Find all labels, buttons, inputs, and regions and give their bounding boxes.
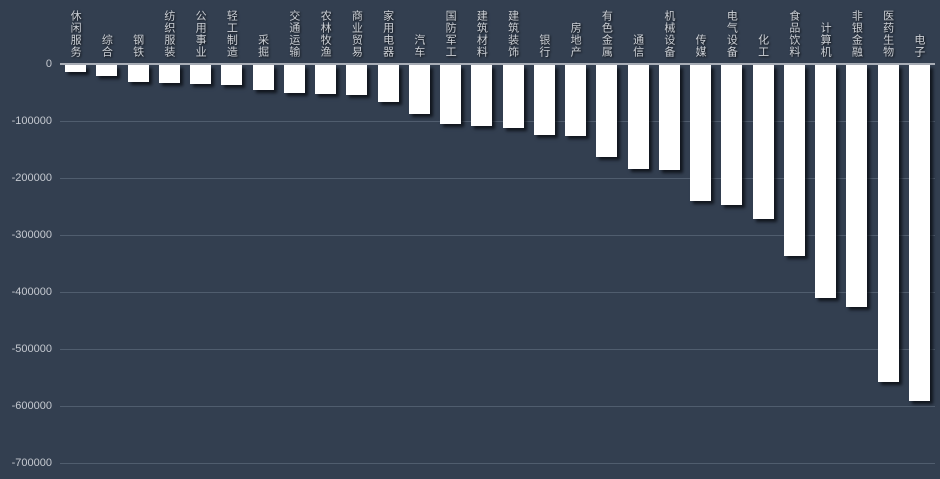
bar <box>721 65 743 205</box>
bar <box>877 65 899 382</box>
category-label: 房地产 <box>569 22 582 58</box>
bar <box>221 65 243 85</box>
zero-axis-line <box>60 63 935 65</box>
y-tick-label: 0 <box>45 58 52 70</box>
bar <box>596 65 618 158</box>
category-label: 家用电器 <box>381 10 394 58</box>
category-label: 食品饮料 <box>787 10 800 58</box>
category-label: 有色金属 <box>600 10 613 58</box>
category-label: 建筑材料 <box>475 10 488 58</box>
category-label: 商业贸易 <box>350 10 363 58</box>
bar <box>190 65 212 84</box>
category-label: 钢铁 <box>131 34 144 58</box>
gridline <box>60 292 935 293</box>
bar <box>815 65 837 298</box>
category-label: 纺织服装 <box>162 10 175 58</box>
y-tick-label: -400000 <box>11 286 52 298</box>
bar <box>346 65 368 96</box>
bar <box>846 65 868 307</box>
bar <box>408 65 430 114</box>
bar <box>908 65 930 401</box>
category-label: 银行 <box>537 34 550 58</box>
bar <box>502 65 524 128</box>
category-label: 非银金融 <box>850 10 863 58</box>
bar <box>783 65 805 256</box>
category-label: 机械设备 <box>662 10 675 58</box>
category-label: 建筑装饰 <box>506 10 519 58</box>
plot-area <box>60 63 935 464</box>
category-label: 国防军工 <box>444 10 457 58</box>
y-tick-label: -300000 <box>11 229 52 241</box>
bar <box>471 65 493 126</box>
gridline <box>60 178 935 179</box>
gridline <box>60 463 935 464</box>
bar <box>252 65 274 90</box>
category-label: 传媒 <box>694 34 707 58</box>
category-label: 电子 <box>912 34 925 58</box>
category-label: 计算机 <box>819 22 832 58</box>
y-tick-label: -700000 <box>11 457 52 469</box>
category-label: 医药生物 <box>881 10 894 58</box>
category-label: 化工 <box>756 34 769 58</box>
bar <box>158 65 180 84</box>
gridline <box>60 235 935 236</box>
y-tick-label: -500000 <box>11 343 52 355</box>
category-label: 休闲服务 <box>69 10 82 58</box>
gridline <box>60 121 935 122</box>
category-label: 轻工制造 <box>225 10 238 58</box>
bar <box>533 65 555 135</box>
bar <box>283 65 305 93</box>
bar <box>690 65 712 201</box>
bar <box>65 65 87 72</box>
bar <box>752 65 774 219</box>
bar <box>315 65 337 94</box>
category-label: 综合 <box>100 34 113 58</box>
bar <box>127 65 149 83</box>
bar <box>565 65 587 136</box>
bar <box>658 65 680 170</box>
gridline <box>60 406 935 407</box>
bar <box>440 65 462 124</box>
bar <box>377 65 399 102</box>
category-label: 采掘 <box>256 34 269 58</box>
category-label: 公用事业 <box>194 10 207 58</box>
y-tick-label: -200000 <box>11 172 52 184</box>
category-label: 汽车 <box>412 34 425 58</box>
gridline <box>60 349 935 350</box>
bar <box>627 65 649 169</box>
category-label: 电气设备 <box>725 10 738 58</box>
category-label: 交通运输 <box>287 10 300 58</box>
y-tick-label: -600000 <box>11 400 52 412</box>
bar <box>96 65 118 76</box>
category-label: 农林牧渔 <box>319 10 332 58</box>
y-tick-label: -100000 <box>11 115 52 127</box>
category-label: 通信 <box>631 34 644 58</box>
